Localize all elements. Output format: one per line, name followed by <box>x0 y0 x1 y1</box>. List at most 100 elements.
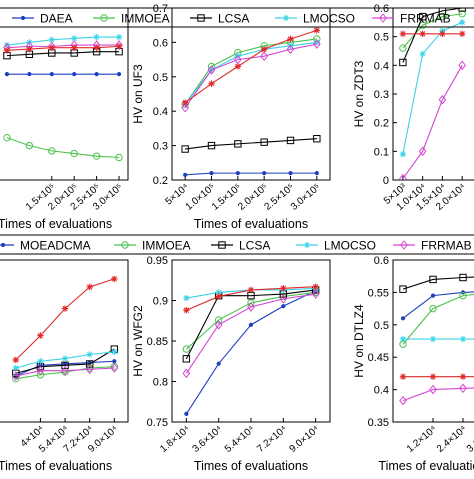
data-point-lmocso <box>313 39 321 46</box>
legend-marker <box>0 242 6 248</box>
data-point-red-asterisk <box>3 47 11 54</box>
y-tick-label: 0.85 <box>147 336 168 348</box>
series-line-immoea <box>184 38 317 105</box>
y-axis-title: HV on DTLZ4 <box>352 304 366 378</box>
y-axis-title: HV on ZDT3 <box>352 60 366 127</box>
legend-label: FRRMAB <box>421 239 472 253</box>
data-point-daea <box>209 171 214 176</box>
legend-label: IMMOEA <box>121 12 170 26</box>
data-point-red-asterisk <box>312 283 319 290</box>
legend-marker <box>100 14 108 22</box>
x-tick-label: 1.2×10⁴ <box>405 424 439 455</box>
y-tick-label: 0.4 <box>374 60 389 72</box>
data-point-immoea <box>458 10 466 18</box>
series-line-frrmab <box>185 293 316 374</box>
data-point-daea <box>183 172 188 177</box>
data-point-immoea <box>25 141 34 150</box>
x-axis-title: Times of evaluations <box>0 217 112 231</box>
data-point-red-asterisk <box>86 283 93 291</box>
legend-marker <box>400 240 408 250</box>
legend-marker <box>121 241 129 249</box>
y-tick-label: 0.4 <box>153 106 168 118</box>
data-point-frrmab <box>312 39 321 49</box>
data-point-lcsa <box>429 275 437 284</box>
y-tick-label: 0 <box>383 175 389 187</box>
data-point-daea <box>27 72 32 77</box>
data-point-red-asterisk <box>26 45 33 53</box>
data-point-lcsa <box>207 141 216 150</box>
legend-marker <box>282 14 290 22</box>
data-point-daea <box>235 171 240 176</box>
y-tick-label: 0.5 <box>374 32 389 44</box>
data-point-lcsa <box>313 135 321 143</box>
data-point-immoea <box>92 152 101 160</box>
legend-top: DAEA IMMOEA LCSA LMOCSO FRRMAB <box>0 7 474 28</box>
data-point-lcsa <box>399 58 407 67</box>
data-point-daea <box>314 171 319 176</box>
series-line-immoea <box>15 366 115 380</box>
legend-marker <box>218 241 226 249</box>
series-group <box>182 283 320 416</box>
series-group <box>3 33 123 162</box>
y-tick-label: 0.45 <box>368 352 389 364</box>
legend-label: MOEADCMA <box>20 239 91 253</box>
data-point-frrmab <box>260 51 269 61</box>
data-point-red-asterisk <box>439 30 446 37</box>
data-point-moeadcma <box>281 304 286 309</box>
chart-panel-6: 0.35 0.4 0.45 0.5 0.55 0.6 1.2×10⁴2.4×10⁴3.6×1… <box>352 255 474 473</box>
data-point-lmocso <box>3 41 11 49</box>
data-point-immoea <box>3 133 11 142</box>
data-point-frrmab <box>279 294 288 304</box>
legend-bottom: MOEADCMA IMMOEA LCSA LMOCSO FRRMAB <box>0 234 474 255</box>
data-point-lmocso <box>61 355 69 362</box>
x-tick-label: 3.6×10⁴ <box>465 424 474 455</box>
data-point-daea <box>4 72 10 77</box>
series-line-lmocso <box>6 36 120 46</box>
series-group <box>399 8 467 180</box>
data-point-lcsa <box>61 361 69 370</box>
data-point-lcsa <box>459 273 467 282</box>
data-point-red-asterisk <box>111 275 118 283</box>
series-line-lcsa <box>402 276 474 290</box>
data-point-lmocso <box>12 364 19 372</box>
series-line-red-asterisk <box>6 45 120 51</box>
y-axis-title: HV on UF3 <box>131 64 145 124</box>
data-point-frrmab <box>214 319 223 330</box>
data-point-lmocso <box>86 351 93 358</box>
x-tick-label: 3.6×10⁴ <box>191 424 225 455</box>
data-point-lmocso <box>419 50 426 58</box>
y-tick-label: 0.6 <box>374 255 389 267</box>
y-tick-label: 0.4 <box>374 385 389 397</box>
y-tick-label: 0.8 <box>153 377 168 389</box>
data-point-moeadcma <box>430 293 436 298</box>
data-point-lmocso <box>429 335 437 343</box>
data-point-moeadcma <box>184 411 189 416</box>
y-tick-label: 0.55 <box>368 287 389 299</box>
data-point-daea <box>72 72 77 77</box>
y-tick-label: 0.95 <box>147 255 168 267</box>
data-point-frrmab <box>459 383 467 394</box>
data-point-red-asterisk <box>215 293 222 300</box>
data-point-immoea <box>182 345 191 353</box>
series-line-immoea <box>402 293 474 345</box>
series-line-immoea <box>402 13 463 49</box>
x-axis-title: Times of evaluations <box>194 217 308 231</box>
data-point-lmocso <box>215 289 222 296</box>
series-line-lcsa <box>6 51 120 57</box>
data-point-immoea <box>70 149 78 158</box>
x-tick-label: 2.4×10⁴ <box>435 424 469 455</box>
data-point-red-asterisk <box>429 373 437 380</box>
data-point-immoea <box>429 304 437 313</box>
x-axis-title: Times of evaluations <box>194 459 308 473</box>
data-point-frrmab <box>181 102 190 113</box>
plot-area <box>0 259 129 423</box>
data-point-lmocso <box>48 36 55 43</box>
data-point-lmocso <box>458 19 466 26</box>
series-line-lcsa <box>15 348 115 374</box>
data-point-frrmab <box>286 44 295 55</box>
data-point-frrmab <box>399 173 407 180</box>
data-point-red-asterisk <box>208 80 215 87</box>
